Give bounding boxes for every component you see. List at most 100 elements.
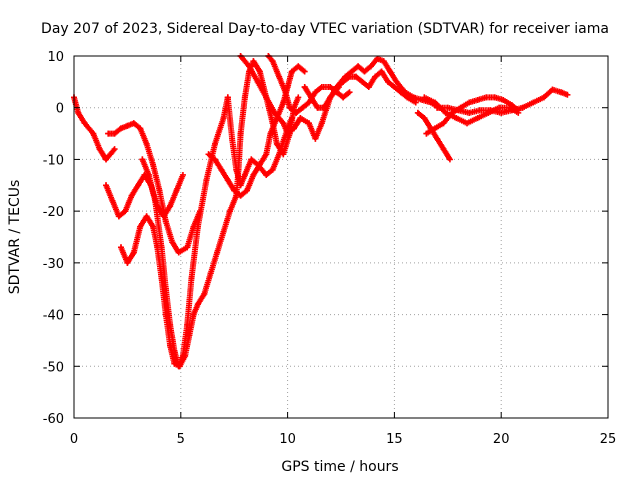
data-point [188,275,195,282]
data-point [137,223,144,230]
y-tick-label: -60 [43,412,64,427]
data-point [263,151,270,158]
data-point [269,120,276,127]
data-point [423,130,430,137]
data-point [312,135,319,142]
data-point [169,239,176,246]
y-tick-label: -30 [43,257,64,272]
series-track-1 [71,94,118,163]
data-point [190,311,197,318]
data-point [442,109,449,116]
data-point [299,104,306,111]
data-point [359,78,366,85]
data-point [145,171,152,178]
data-point [312,89,319,96]
x-tick-label: 0 [70,432,78,447]
data-point [194,223,201,230]
x-tick-label: 10 [279,432,296,447]
data-point [491,94,498,101]
data-point [305,120,312,127]
data-point [241,171,248,178]
data-point [372,73,379,80]
data-point [378,68,385,75]
data-point [233,166,240,173]
data-point [384,78,391,85]
data-point [387,68,394,75]
data-point [431,125,438,132]
data-point [342,73,349,80]
data-point [156,187,163,194]
data-point [291,125,298,132]
data-point [115,213,122,220]
data-point [446,156,453,163]
y-tick-label: -50 [43,360,64,375]
data-point [179,171,186,178]
data-point [288,115,295,122]
data-point [75,109,82,116]
data-point [440,120,447,127]
data-point [122,208,129,215]
y-tick-label: -20 [43,205,64,220]
data-point [162,218,169,225]
data-point [220,228,227,235]
data-point [374,55,381,62]
data-point [211,156,218,163]
data-point [224,177,231,184]
data-point [293,109,300,116]
data-point [203,177,210,184]
data-point [314,104,321,111]
data-point [434,135,441,142]
data-point [130,249,137,256]
series-track-13 [414,109,453,163]
series-track-11 [301,68,419,111]
data-point [135,182,142,189]
data-point [117,125,124,132]
data-point [267,130,274,137]
data-point [318,120,325,127]
data-point [453,115,460,122]
data-point [175,249,182,256]
data-point [558,89,565,96]
data-point [152,197,159,204]
data-point [105,130,112,137]
data-point [194,301,201,308]
x-tick-label: 25 [600,432,617,447]
data-point [128,192,135,199]
data-point [143,213,150,220]
data-point [483,94,490,101]
data-marks [71,53,571,370]
data-point [241,94,248,101]
data-point [305,99,312,106]
data-point [286,104,293,111]
data-point [263,171,270,178]
data-point [117,244,124,251]
data-point [393,78,400,85]
data-point [137,125,144,132]
data-point [250,171,257,178]
data-point [498,109,505,116]
data-point [297,115,304,122]
series-track-15 [423,94,522,137]
data-point [288,68,295,75]
data-point [346,89,353,96]
y-tick-label: 0 [56,102,64,117]
data-point [246,63,253,70]
data-point [184,244,191,251]
y-tick-label: -10 [43,153,64,168]
data-point [269,166,276,173]
axis-ticks: 0 5 10 15 20 25 -60 -50 -40 -30 -20 -10 0 10 [43,50,617,447]
data-point [464,120,471,127]
data-point [237,182,244,189]
data-point [508,102,515,109]
data-point [431,99,438,106]
data-point [150,223,157,230]
data-point [226,208,233,215]
data-point [201,290,208,297]
x-tick-label: 5 [177,432,185,447]
data-point [327,84,334,91]
data-point [175,363,182,370]
series-track-3 [103,171,186,220]
data-point [434,104,441,111]
chart-title: Day 207 of 2023, Sidereal Day-to-day VTE… [41,21,609,37]
